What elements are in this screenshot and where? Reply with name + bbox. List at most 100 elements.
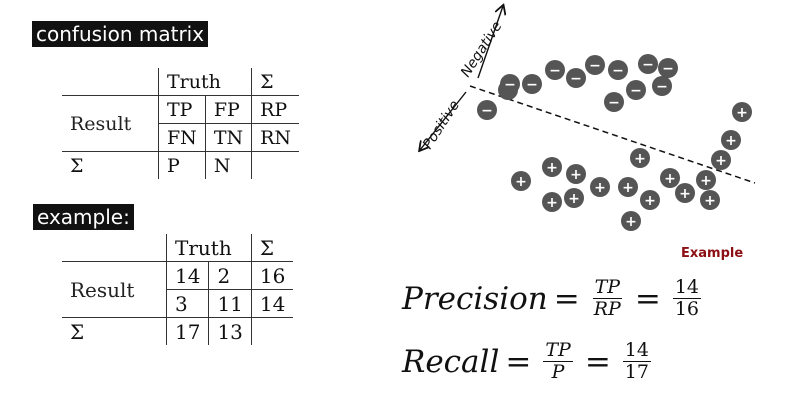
positive-point-14-circle bbox=[542, 192, 562, 212]
negative-point-0-circle bbox=[477, 100, 497, 120]
example-cell-tp: 14 bbox=[165, 261, 209, 290]
cell-fp: FP bbox=[204, 95, 252, 124]
precision-val-den: 16 bbox=[674, 298, 700, 320]
positive-point-6-circle bbox=[566, 164, 586, 184]
sigma-header: Σ bbox=[251, 68, 300, 96]
negative-point-7-sign: − bbox=[612, 63, 624, 79]
positive-point-15-sign: + bbox=[568, 191, 580, 207]
negative-point-0-sign: − bbox=[481, 103, 493, 119]
positive-point-7-sign: + bbox=[515, 174, 527, 190]
cell-tn: TN bbox=[204, 123, 252, 152]
cell-rn: RN bbox=[251, 123, 300, 152]
recall-val-den: 17 bbox=[624, 361, 649, 383]
negative-arrow bbox=[477, 6, 503, 79]
sigma-row-label: Σ bbox=[70, 154, 84, 177]
positive-point-8-sign: + bbox=[594, 180, 606, 196]
example-cell-rp: 16 bbox=[250, 261, 294, 290]
example-result-label: Result bbox=[62, 261, 167, 318]
result-label: Result bbox=[62, 95, 159, 152]
negative-point-2-circle bbox=[500, 74, 520, 94]
negative-point-7-circle bbox=[608, 60, 628, 80]
negative-point-2-sign: − bbox=[504, 77, 516, 93]
positive-point-13-sign: + bbox=[704, 193, 716, 209]
positive-point-11-circle bbox=[660, 168, 680, 188]
precision-eq-2: = bbox=[634, 280, 661, 317]
negative-label: Negative bbox=[458, 19, 506, 80]
positive-point-1-sign: + bbox=[725, 133, 737, 149]
cell-tp: TP bbox=[158, 95, 206, 124]
recall-val-num: 14 bbox=[622, 339, 651, 362]
positive-point-4-circle bbox=[630, 148, 650, 168]
negative-point-10-sign: − bbox=[642, 57, 654, 73]
precision-formula: Precision = TP RP = 14 16 bbox=[402, 277, 707, 320]
positive-point-7-circle bbox=[511, 171, 531, 191]
positive-label: Positive bbox=[420, 98, 463, 152]
positive-point-10-circle bbox=[640, 190, 660, 210]
example-cell-fp: 2 bbox=[208, 261, 252, 290]
negative-point-4-circle bbox=[545, 60, 565, 80]
negative-point-3-circle bbox=[522, 74, 542, 94]
positive-arrow bbox=[420, 91, 467, 150]
precision-num: TP bbox=[592, 276, 623, 299]
positive-point-8-circle bbox=[590, 177, 610, 197]
example-cell-tn: 11 bbox=[208, 289, 252, 318]
example-tag: example: bbox=[33, 204, 134, 230]
positive-point-9-circle bbox=[618, 177, 638, 197]
positive-point-12-sign: + bbox=[679, 186, 691, 202]
positive-point-3-sign: + bbox=[700, 173, 712, 189]
negative-point-5-circle bbox=[566, 68, 586, 88]
decision-boundary bbox=[469, 85, 756, 184]
recall-word: Recall bbox=[402, 343, 500, 380]
confusion-matrix-tag: confusion matrix bbox=[32, 21, 209, 47]
truth-header: Truth bbox=[157, 68, 252, 96]
example-sigma-header: Σ bbox=[250, 234, 294, 262]
positive-point-3-circle bbox=[696, 170, 716, 190]
cell-fn: FN bbox=[158, 123, 206, 152]
negative-point-11-circle bbox=[652, 76, 672, 96]
example-cell-empty bbox=[250, 317, 294, 345]
recall-eq-1: = bbox=[505, 343, 532, 380]
negative-point-6-sign: − bbox=[589, 58, 601, 74]
precision-word: Precision bbox=[402, 280, 548, 317]
positive-point-2-sign: + bbox=[715, 153, 727, 169]
example-caption: Example bbox=[681, 246, 744, 261]
negative-point-6-circle bbox=[585, 55, 605, 75]
negative-point-12-circle bbox=[658, 58, 678, 78]
negative-point-4-sign: − bbox=[549, 63, 561, 79]
positive-point-15-circle bbox=[564, 188, 584, 208]
positive-point-9-sign: + bbox=[622, 180, 634, 196]
example-cell-n: 13 bbox=[208, 317, 252, 345]
cell-p: P bbox=[158, 151, 206, 179]
negative-point-8-circle bbox=[604, 92, 624, 112]
positive-point-6-sign: + bbox=[570, 167, 582, 183]
negative-point-12-sign: − bbox=[662, 61, 674, 77]
positive-point-1-circle bbox=[721, 130, 741, 150]
precision-den: RP bbox=[593, 298, 621, 320]
cell-empty bbox=[251, 151, 300, 179]
precision-eq-1: = bbox=[553, 280, 580, 317]
example-matrix-table: Truth Σ Result 14 2 16 3 11 14 Σ 17 13 bbox=[62, 234, 294, 345]
negative-point-8-sign: − bbox=[608, 95, 620, 111]
positive-point-11-sign: + bbox=[664, 171, 676, 187]
positive-point-2-circle bbox=[711, 150, 731, 170]
positive-point-10-sign: + bbox=[644, 193, 656, 209]
example-sigma-row-label: Σ bbox=[70, 319, 85, 344]
recall-den: P bbox=[551, 361, 565, 383]
positive-point-4-sign: + bbox=[634, 151, 646, 167]
positive-point-14-sign: + bbox=[546, 195, 558, 211]
confusion-matrix-table: Truth Σ Result TP FP RP FN TN RN Σ P N bbox=[62, 68, 300, 179]
classification-scatter: Negative Positive −−−−−−−−−−−−−+++++++++… bbox=[400, 0, 756, 231]
example-truth-header: Truth bbox=[166, 234, 252, 262]
recall-formula: Recall = TP P = 14 17 bbox=[402, 340, 657, 383]
negative-point-5-sign: − bbox=[570, 71, 582, 87]
example-cell-rn: 14 bbox=[250, 289, 294, 318]
recall-num: TP bbox=[543, 339, 573, 362]
example-cell-fn: 3 bbox=[165, 289, 209, 318]
negative-point-11-sign: − bbox=[656, 79, 668, 95]
example-cell-p: 17 bbox=[165, 317, 209, 345]
negative-point-10-circle bbox=[638, 54, 658, 74]
negative-point-9-circle bbox=[626, 80, 646, 100]
positive-point-12-circle bbox=[675, 183, 695, 203]
cell-n: N bbox=[204, 151, 252, 179]
precision-val-num: 14 bbox=[672, 276, 702, 299]
